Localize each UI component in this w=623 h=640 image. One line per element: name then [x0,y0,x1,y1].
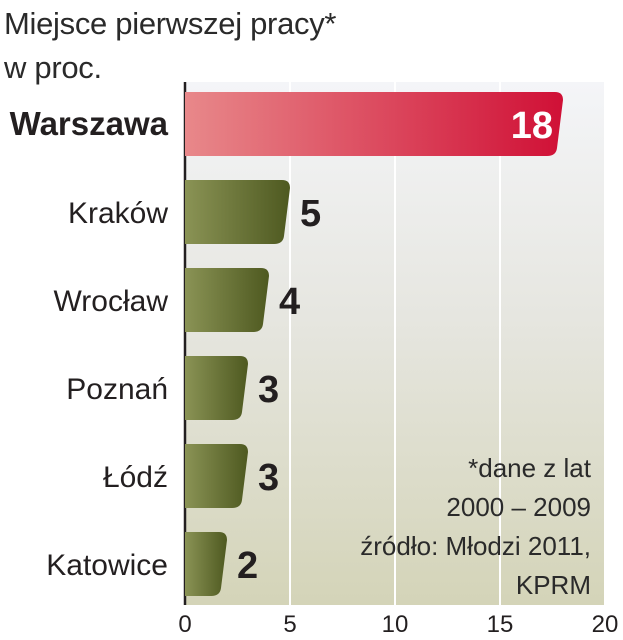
chart-title-line1: Miejsce pierwszej pracy* [4,6,337,41]
x-tick-label-10: 10 [382,611,409,638]
x-tick-label-15: 15 [487,611,514,638]
category-label-warszawa: Warszawa [10,105,169,142]
x-tick-label-0: 0 [178,611,191,638]
category-label-wrocław: Wrocław [54,285,169,318]
x-tick-label-5: 5 [283,611,296,638]
bar-wrocław [185,268,269,332]
bar-poznań [185,356,248,420]
value-label-katowice: 2 [237,545,258,587]
note-line4: KPRM [515,570,591,600]
value-label-poznań: 3 [258,369,279,411]
x-axis-ticks: 0 5 10 15 20 [178,611,618,638]
note-line2: 2000 – 2009 [446,492,591,522]
bar-katowice [185,532,227,596]
chart-title: Miejsce pierwszej pracy* w proc. [4,2,336,90]
category-label-kraków: Kraków [68,197,168,230]
value-label-wrocław: 4 [279,281,300,323]
value-label-warszawa: 18 [511,105,553,147]
bar-łódź [185,444,248,508]
value-labels: 18 5 4 3 3 2 [237,105,553,587]
note-line3: źródło: Młodzi 2011, [360,531,591,561]
category-label-poznań: Poznań [66,373,168,406]
source-note: *dane z lat 2000 – 2009 źródło: Młodzi 2… [360,449,591,605]
bar-warszawa [185,92,563,156]
bar-kraków [185,180,290,244]
value-label-łódź: 3 [258,457,279,499]
category-label-łódź: Łódź [103,461,168,494]
category-label-katowice: Katowice [46,549,168,582]
x-tick-label-20: 20 [592,611,619,638]
chart-title-line2: w proc. [4,50,102,85]
category-labels: Warszawa Kraków Wrocław Poznań Łódź Katowice [10,105,169,582]
note-line1: *dane z lat [468,453,591,483]
bars [185,92,563,596]
value-label-kraków: 5 [300,193,321,235]
grid-lines [183,82,606,605]
